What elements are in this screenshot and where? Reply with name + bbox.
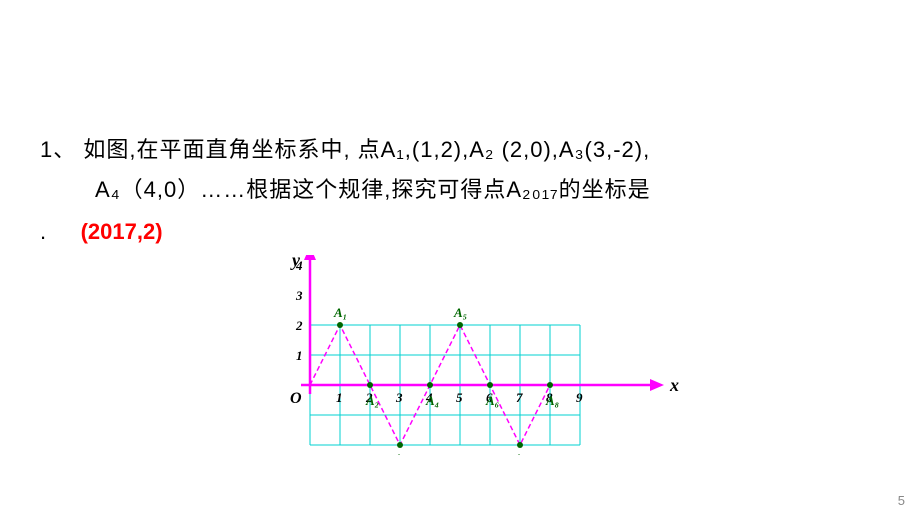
svg-text:2: 2 [295,318,303,333]
answer-text: (2017,2) [81,219,163,245]
problem-line-2: A₄（4,0）……根据这个规律,探究可得点A₂₀₁₇的坐标是 [95,170,880,210]
problem-line-1: 1、 如图,在平面直角坐标系中, 点A₁,(1,2),A₂ (2,0),A₃(3… [40,130,880,170]
chart-svg: yxO1234567891234A₁A₂A₃A₄A₅A₆A₇A₈ [270,255,700,455]
page-number: 5 [898,493,905,508]
svg-text:1: 1 [296,348,303,363]
svg-text:1: 1 [336,390,343,405]
svg-text:A₁: A₁ [333,305,347,320]
svg-text:3: 3 [395,390,403,405]
period-dot: . [40,219,46,245]
svg-text:A₂: A₂ [365,393,379,408]
svg-text:O: O [290,390,302,407]
svg-text:A₇: A₇ [513,451,528,455]
svg-text:x: x [669,375,679,395]
svg-text:3: 3 [295,288,303,303]
svg-text:7: 7 [516,390,523,405]
coordinate-chart: yxO1234567891234A₁A₂A₃A₄A₅A₆A₇A₈ [270,255,700,460]
svg-text:A₃: A₃ [393,451,407,455]
svg-text:4: 4 [295,258,303,273]
svg-text:9: 9 [576,390,583,405]
svg-text:A₈: A₈ [545,393,559,408]
svg-text:5: 5 [456,390,463,405]
svg-text:A₅: A₅ [453,305,467,320]
problem-block: 1、 如图,在平面直角坐标系中, 点A₁,(1,2),A₂ (2,0),A₃(3… [40,130,880,245]
svg-text:A₆: A₆ [485,393,500,408]
answer-row: . (2017,2) [40,219,880,245]
svg-text:A₄: A₄ [425,393,439,408]
